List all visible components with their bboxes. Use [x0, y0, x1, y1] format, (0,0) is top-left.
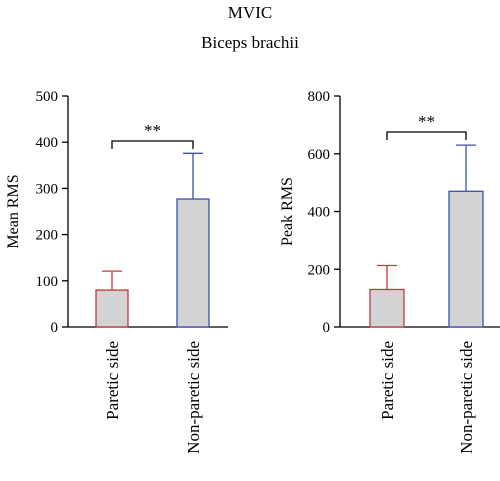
y-axis-label: Mean RMS [5, 174, 22, 248]
figure-title: MVIC [228, 3, 272, 22]
category-label: Non-paretic side [184, 341, 203, 454]
bar-paretic [369, 288, 405, 328]
category-label: Paretic side [378, 341, 397, 420]
category-label: Paretic side [103, 341, 122, 420]
chart-panel-1: 0 100 200 300 400 500 Mean RMS Paretic side Non-… [5, 89, 228, 454]
y-tick-label: 400 [308, 205, 331, 221]
y-axis-label: Peak RMS [279, 177, 296, 246]
bar-non-paretic [176, 198, 210, 328]
y-tick-label: 200 [36, 228, 59, 244]
y-tick-label: 800 [308, 89, 331, 105]
significance-label: ** [418, 112, 435, 131]
bar-paretic [95, 289, 129, 328]
figure-subtitle: Biceps brachii [201, 33, 299, 52]
category-label: Non-paretic side [457, 341, 476, 454]
chart-panel-2: 0 200 400 600 800 Peak RMS Paretic side Non-par… [279, 89, 500, 454]
y-tick-label: 300 [36, 181, 59, 197]
y-tick-label: 0 [51, 320, 59, 336]
y-tick-label: 0 [323, 320, 331, 336]
y-tick-label: 100 [36, 274, 59, 290]
significance-bracket [386, 131, 467, 140]
y-tick-label: 600 [308, 147, 331, 163]
y-tick-label: 200 [308, 262, 331, 278]
significance-bracket [111, 140, 194, 149]
significance-label: ** [144, 121, 161, 140]
bar-non-paretic [448, 190, 484, 328]
y-tick-label: 500 [36, 89, 59, 105]
y-tick-label: 400 [36, 135, 59, 151]
